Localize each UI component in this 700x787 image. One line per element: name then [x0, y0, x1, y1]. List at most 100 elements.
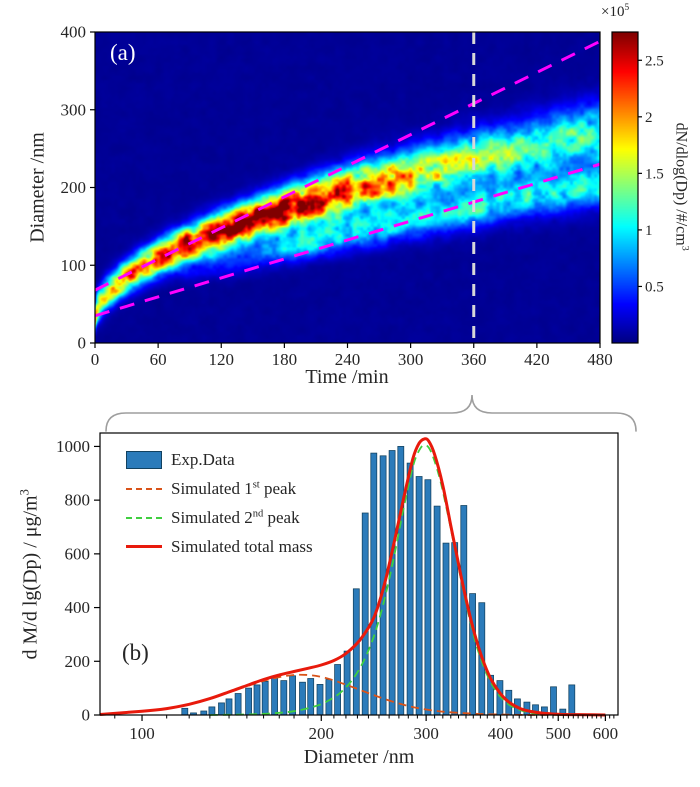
panel-b-y-axis-label-text: d M/d lg(Dp) / μg/m	[19, 495, 42, 660]
panel-b-y-tick-label: 200	[65, 652, 91, 671]
panel-b-x-tick-label: 100	[129, 724, 155, 743]
colorbar-tick-label: 2	[645, 110, 653, 126]
bar	[343, 650, 351, 716]
panel-a-x-axis-label: Time /min	[305, 366, 389, 388]
bar	[361, 512, 369, 716]
bar	[514, 698, 521, 716]
bar	[299, 681, 306, 716]
solid-red-line-swatch	[126, 545, 162, 548]
legend-label-prefix: Simulated 2	[171, 507, 253, 527]
bar	[245, 687, 252, 716]
bar	[225, 698, 233, 716]
panel-b-x-tick-label: 400	[488, 724, 514, 743]
panel-a-y-axis-label: Diameter /nm	[26, 132, 49, 243]
bar	[208, 706, 216, 716]
bar	[550, 686, 557, 716]
colorbar-tick-label: 1	[645, 223, 653, 239]
colorbar-tick-label: 0.5	[645, 279, 664, 295]
bar	[379, 455, 387, 716]
bar	[442, 542, 450, 716]
bar	[289, 675, 296, 716]
colorbar-axis-label-exponent: 3	[679, 245, 691, 251]
panel-a-x-tick-label: 480	[587, 350, 613, 369]
colorbar-scale-prefix: ×10	[601, 4, 625, 20]
bar	[451, 542, 459, 716]
legend-item-simulated-2nd-peak: Simulated 2nd peak	[126, 506, 313, 529]
colorbar-tick-label: 1.5	[645, 166, 664, 182]
colorbar-tick-label: 2.5	[645, 53, 664, 69]
dashed-green-line-swatch	[126, 516, 162, 519]
panel-a-y-tick-label: 100	[61, 256, 87, 275]
bar	[532, 704, 539, 716]
bar	[388, 450, 396, 716]
bar	[523, 701, 531, 716]
panel-b-x-tick-label: 200	[309, 724, 335, 743]
bar	[316, 684, 324, 716]
legend-label-simulated-total-mass: Simulated total mass	[171, 536, 313, 556]
panel-a-x-tick-label: 0	[91, 350, 100, 369]
legend-label-ordinal: nd	[252, 507, 264, 519]
bar	[370, 452, 378, 716]
panel-a-y-tick-label: 400	[61, 23, 87, 42]
bar	[415, 476, 423, 716]
bar	[541, 706, 548, 716]
legend-item-simulated-total-mass: Simulated total mass	[126, 535, 313, 558]
bar	[218, 702, 225, 716]
panel-b-y-tick-label: 400	[65, 598, 91, 617]
bar	[496, 680, 504, 716]
panel-b-x-tick-label: 300	[413, 724, 439, 743]
legend-label-simulated-1st-peak: Simulated 1st peak	[171, 479, 296, 499]
legend-label-prefix: Simulated 1	[171, 478, 253, 498]
bar	[469, 593, 476, 716]
panel-b-y-axis-label: d M/d lg(Dp) / μg/m3	[18, 424, 43, 724]
legend-label-ordinal: st	[252, 478, 260, 490]
bar	[200, 710, 208, 716]
legend-label-simulated-2nd-peak: Simulated 2nd peak	[171, 508, 300, 528]
bar	[397, 446, 405, 716]
colorbar-axis-label: dN/dlog(Dp) /#/cm3	[671, 52, 690, 322]
panel-b-label: (b)	[122, 640, 149, 665]
legend-label-suffix: peak	[259, 478, 297, 498]
dashed-orange-line-swatch	[126, 487, 162, 490]
bar	[460, 505, 468, 716]
bar	[505, 689, 513, 716]
bar	[325, 679, 333, 716]
panel-a-heatmap	[95, 32, 600, 343]
colorbar-axis-label-text: dN/dlog(Dp) /#/cm	[672, 122, 690, 246]
bar	[190, 712, 197, 716]
bar	[352, 588, 360, 716]
panel-a-y-tick-label: 300	[61, 100, 87, 119]
exp-data-swatch	[126, 450, 162, 469]
bar	[406, 462, 414, 716]
legend: Exp.Data Simulated 1st peak Simulated 2n…	[126, 448, 313, 558]
panel-a-x-tick-label: 120	[209, 350, 235, 369]
bar	[271, 677, 278, 716]
legend-item-exp-data: Exp.Data	[126, 448, 313, 471]
panel-b-y-tick-label: 0	[82, 706, 91, 725]
panel-a-x-tick-label: 360	[461, 350, 487, 369]
panel-a-y-tick-label: 200	[61, 178, 87, 197]
bar	[253, 684, 261, 716]
colorbar-scale-label: ×105	[601, 3, 629, 21]
panel-b-x-tick-label: 500	[545, 724, 571, 743]
legend-label-exp-data: Exp.Data	[171, 449, 235, 469]
curve-first-peak	[108, 673, 606, 716]
bar	[181, 707, 189, 716]
colorbar	[612, 32, 638, 343]
panel-b-y-axis-label-exponent: 3	[17, 489, 32, 496]
panel-b-y-tick-label: 600	[65, 544, 91, 563]
panel-b-y-tick-label: 1000	[56, 437, 90, 456]
panel-b-y-tick-label: 800	[65, 491, 91, 510]
panel-a-label: (a)	[110, 40, 136, 65]
panel-b-x-tick-label: 600	[593, 724, 619, 743]
bar	[307, 678, 315, 716]
panel-a-x-tick-label: 60	[150, 350, 167, 369]
bar	[234, 693, 242, 716]
bar	[424, 479, 432, 716]
bar	[261, 681, 269, 716]
bar	[334, 664, 341, 716]
bar	[487, 674, 494, 716]
panel-a-y-tick-label: 0	[78, 334, 87, 353]
bar	[559, 708, 567, 716]
